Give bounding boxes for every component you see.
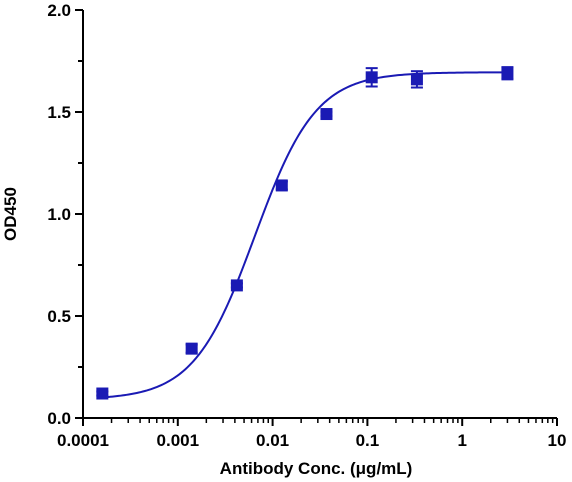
- x-tick-label: 0.01: [256, 431, 289, 450]
- y-tick-label: 0.0: [47, 409, 71, 428]
- square-marker: [96, 387, 109, 400]
- x-axis-title: Antibody Conc. (μg/mL): [220, 459, 413, 478]
- square-marker: [230, 279, 243, 292]
- square-marker: [365, 71, 378, 84]
- data-points: [96, 66, 514, 400]
- square-marker: [320, 108, 333, 121]
- x-tick-label: 0.0001: [57, 431, 109, 450]
- axes: 0.0 0.5 1.0 1.5 2.0 0.0001 0.001 0.01 0.1 1 10: [47, 1, 566, 450]
- data-point: [365, 67, 378, 88]
- square-marker: [410, 73, 423, 86]
- x-tick-label: 10: [548, 431, 567, 450]
- y-tick-label: 0.5: [47, 307, 71, 326]
- data-point: [96, 387, 109, 400]
- y-tick-label: 2.0: [47, 1, 71, 20]
- data-point: [410, 70, 423, 89]
- x-tick-label: 1: [457, 431, 466, 450]
- x-tick-label: 0.001: [157, 431, 200, 450]
- x-tick-label: 0.1: [356, 431, 380, 450]
- data-point: [275, 179, 288, 192]
- y-tick-label: 1.5: [47, 103, 71, 122]
- fit-curve: [102, 71, 508, 399]
- square-marker: [275, 179, 288, 192]
- y-tick-label: 1.0: [47, 205, 71, 224]
- square-marker: [185, 342, 198, 355]
- y-axis-title: OD450: [1, 187, 20, 241]
- data-point: [501, 66, 514, 81]
- data-point: [230, 279, 243, 292]
- square-marker: [501, 67, 514, 80]
- data-point: [320, 108, 333, 121]
- fit-curve-group: [102, 71, 508, 399]
- data-point: [185, 342, 198, 355]
